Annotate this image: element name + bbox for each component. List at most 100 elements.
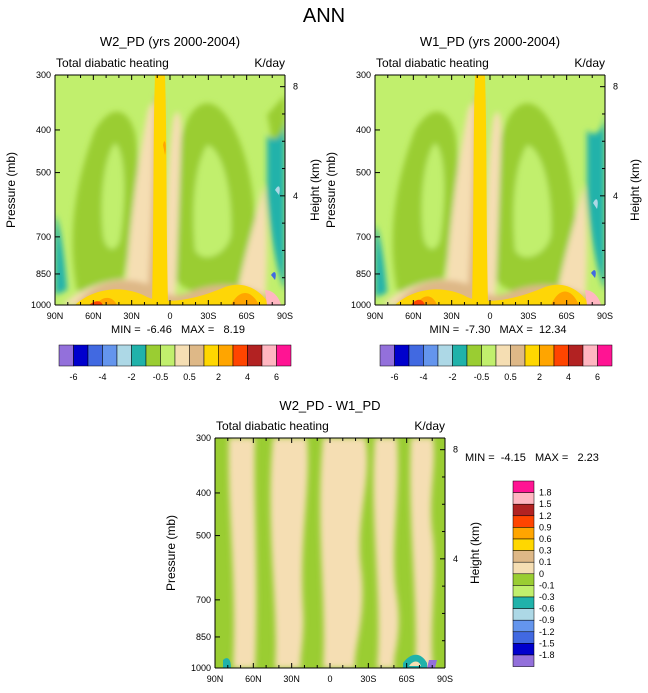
colorbar-box bbox=[512, 550, 535, 563]
colorbar-box bbox=[174, 344, 190, 367]
x-tick-label: 90S bbox=[437, 674, 453, 684]
x-tick-label: 0 bbox=[327, 674, 332, 684]
colorbar-top-left: -6 -4 -2 -0.5 0.5 2 4 6 bbox=[58, 344, 292, 382]
colorbar-label: -4 bbox=[98, 372, 106, 382]
colorbar-label: -0.3 bbox=[539, 592, 555, 602]
height-tick-label: 4 bbox=[453, 554, 458, 564]
y-axis-label: Pressure (mb) bbox=[164, 515, 178, 591]
colorbar-label: -0.5 bbox=[153, 372, 169, 382]
x-tick-label: 90N bbox=[207, 674, 224, 684]
colorbar-label: -4 bbox=[419, 372, 427, 382]
colorbar-label: 0.6 bbox=[539, 534, 552, 544]
panel-title: W2_PD - W1_PD bbox=[279, 398, 380, 413]
min-max-stats: MIN = -4.15 MAX = 2.23 bbox=[465, 452, 599, 464]
colorbar-box bbox=[247, 344, 263, 367]
colorbar-box bbox=[261, 344, 277, 367]
colorbar-box bbox=[512, 480, 535, 493]
colorbar-label: -1.2 bbox=[539, 627, 555, 637]
colorbar-diff: 1.81.5 1.20.9 0.6 0.30.1 0-0.1 -0.3 -0.6-0.9 -1… bbox=[512, 480, 555, 667]
colorbar-box bbox=[452, 344, 468, 367]
right-string: K/day bbox=[574, 56, 605, 70]
colorbar-label: 6 bbox=[595, 372, 600, 382]
y-tick-label: 500 bbox=[196, 531, 211, 541]
colorbar-label: 1.5 bbox=[539, 499, 552, 509]
left-string: Total diabatic heating bbox=[56, 56, 169, 70]
x-tick-label: 90S bbox=[277, 311, 293, 321]
colorbar-label: 1.2 bbox=[539, 511, 552, 521]
colorbar-box bbox=[510, 344, 526, 367]
contour-field bbox=[55, 75, 285, 305]
colorbar-label: 4 bbox=[245, 372, 250, 382]
y-tick-label: 700 bbox=[356, 232, 371, 242]
colorbar-label: -6 bbox=[390, 372, 398, 382]
colorbar-top-right: -6 -4 -2 -0.5 0.5 2 4 6 bbox=[379, 344, 613, 382]
x-tick-label: 90S bbox=[597, 311, 613, 321]
y-tick-label: 300 bbox=[196, 433, 211, 443]
x-tick-label: 0 bbox=[487, 311, 492, 321]
colorbar-box bbox=[524, 344, 540, 367]
colorbar-box bbox=[437, 344, 453, 367]
y-tick-label: 400 bbox=[356, 125, 371, 135]
colorbar-box bbox=[232, 344, 248, 367]
x-tick-label: 60S bbox=[559, 311, 575, 321]
axes: Pressure (mb) Height (km) 90N 60N 30N 0 30S 6… bbox=[164, 433, 482, 684]
panel-diff: W2_PD - W1_PD Total diabatic heating K/d… bbox=[164, 398, 599, 684]
colorbar-label: 0.1 bbox=[539, 557, 552, 567]
x-tick-label: 30N bbox=[443, 311, 460, 321]
colorbar-box bbox=[582, 344, 598, 367]
y-axis-right-label: Height (km) bbox=[468, 522, 482, 584]
panel-w1: W1_PD (yrs 2000-2004) Total diabatic hea… bbox=[324, 34, 642, 336]
colorbar-label: 1.8 bbox=[539, 488, 552, 498]
x-tick-label: 60N bbox=[245, 674, 262, 684]
colorbar-box bbox=[512, 631, 535, 644]
colorbar-label: -0.9 bbox=[539, 615, 555, 625]
y-tick-label: 300 bbox=[356, 70, 371, 80]
y-tick-label: 1000 bbox=[31, 300, 51, 310]
height-tick-label: 8 bbox=[453, 445, 458, 455]
y-tick-label: 850 bbox=[356, 269, 371, 279]
colorbar-box bbox=[512, 619, 535, 633]
colorbar-label: -0.1 bbox=[539, 580, 555, 590]
colorbar-label: -2 bbox=[448, 372, 456, 382]
y-tick-label: 700 bbox=[36, 232, 51, 242]
colorbar-label: -1.8 bbox=[539, 650, 555, 660]
colorbar-box bbox=[539, 344, 555, 367]
colorbar-label: -0.6 bbox=[539, 604, 555, 614]
contour-field bbox=[375, 75, 605, 305]
colorbar-label: 4 bbox=[566, 372, 571, 382]
colorbar-label: 0.5 bbox=[183, 372, 196, 382]
colorbar-box bbox=[218, 344, 234, 367]
y-axis-right-label: Height (km) bbox=[628, 159, 642, 221]
x-tick-label: 60S bbox=[239, 311, 255, 321]
colorbar-label: 2 bbox=[216, 372, 221, 382]
colorbar-box bbox=[512, 654, 535, 667]
left-string: Total diabatic heating bbox=[216, 419, 329, 433]
colorbar-label: 2 bbox=[537, 372, 542, 382]
x-tick-label: 60N bbox=[85, 311, 102, 321]
x-tick-label: 90N bbox=[47, 311, 64, 321]
y-tick-label: 1000 bbox=[191, 663, 211, 673]
colorbar-box bbox=[512, 515, 535, 528]
y-tick-label: 400 bbox=[196, 488, 211, 498]
colorbar-box bbox=[568, 344, 584, 367]
axes: Pressure (mb) Height (km) 90N 60N 30N 0 30S 6… bbox=[324, 70, 642, 321]
colorbar-box bbox=[203, 344, 219, 367]
figure-title: ANN bbox=[303, 5, 345, 27]
y-tick-label: 850 bbox=[196, 632, 211, 642]
colorbar-box bbox=[512, 561, 535, 575]
colorbar-label: 0.9 bbox=[539, 522, 552, 532]
colorbar-box bbox=[512, 608, 535, 621]
y-tick-label: 700 bbox=[196, 595, 211, 605]
y-tick-label: 500 bbox=[36, 168, 51, 178]
x-tick-label: 30S bbox=[520, 311, 536, 321]
x-tick-label: 60N bbox=[405, 311, 422, 321]
x-tick-label: 30S bbox=[200, 311, 216, 321]
left-string: Total diabatic heating bbox=[376, 56, 489, 70]
colorbar-label: -1.5 bbox=[539, 638, 555, 648]
x-tick-label: 30S bbox=[360, 674, 376, 684]
y-axis-label: Pressure (mb) bbox=[324, 152, 338, 228]
right-string: K/day bbox=[254, 56, 285, 70]
min-max-stats: MIN = -7.30 MAX = 12.34 bbox=[430, 324, 567, 336]
axes: Pressure (mb) Height (km) 90N 60N 30N 0 30S 6… bbox=[4, 70, 322, 321]
